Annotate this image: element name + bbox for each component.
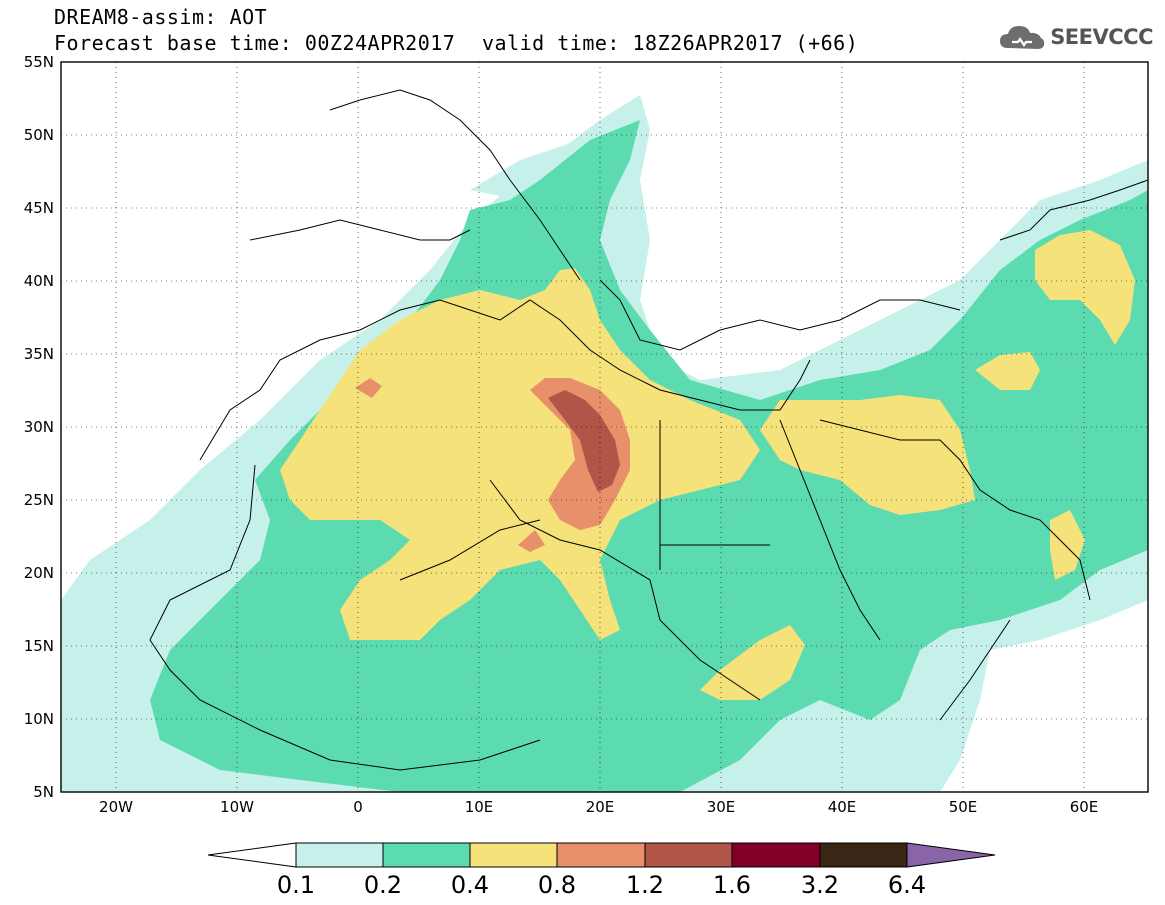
latitude-axis: 55N 50N 45N 40N 35N 30N 25N 20N 15N 10N … <box>24 53 54 801</box>
lon-label: 0 <box>353 798 363 816</box>
lat-label: 5N <box>33 783 54 801</box>
colorbar-label: 1.6 <box>713 871 751 899</box>
aot-field-1.2 <box>548 390 620 492</box>
colorbar-label: 1.2 <box>626 871 664 899</box>
longitude-axis: 20W 10W 0 10E 20E 30E 40E 50E 60E <box>99 798 1098 816</box>
graticule <box>61 62 1148 792</box>
lat-label: 20N <box>24 564 54 582</box>
lat-label: 30N <box>24 418 54 436</box>
colorbar-segment <box>731 842 821 868</box>
colorbar-label: 6.4 <box>888 871 926 899</box>
cloud-icon <box>1000 26 1045 49</box>
colorbar-labels: 0.1 0.2 0.4 0.8 1.2 1.6 3.2 6.4 <box>277 871 926 899</box>
logo-text: SEEVCCC <box>1050 25 1153 49</box>
valid-time: valid time: 18Z26APR2017 (+66) <box>482 31 859 55</box>
colorbar <box>207 842 996 868</box>
colorbar-segment <box>556 842 646 868</box>
colorbar-segment <box>469 842 558 868</box>
lat-label: 10N <box>24 710 54 728</box>
lat-label: 40N <box>24 272 54 290</box>
coastlines <box>149 89 1148 771</box>
aot-field-0.4-oman <box>1050 510 1085 580</box>
lon-label: 20W <box>99 798 133 816</box>
aot-field-0.4-sudan <box>700 625 805 700</box>
aot-field-0.4-iran <box>1035 230 1135 345</box>
lon-label: 60E <box>1070 798 1099 816</box>
map-fields <box>61 62 1148 792</box>
lat-label: 45N <box>24 199 54 217</box>
colorbar-label: 3.2 <box>801 871 839 899</box>
lat-label: 15N <box>24 637 54 655</box>
colorbar-low-arrow <box>207 842 297 868</box>
colorbar-label: 0.2 <box>364 871 402 899</box>
colorbar-segment <box>819 842 908 868</box>
aot-field-0.8-small2 <box>518 530 545 552</box>
forecast-base-time: Forecast base time: 00Z24APR2017 <box>54 31 456 55</box>
lon-label: 40E <box>828 798 857 816</box>
lat-label: 50N <box>24 126 54 144</box>
colorbar-label: 0.8 <box>538 871 576 899</box>
colorbar-segment <box>644 842 733 868</box>
colorbar-segment <box>295 842 384 868</box>
seevccc-logo: SEEVCCC <box>998 22 1153 52</box>
colorbar-label: 0.1 <box>277 871 315 899</box>
map-title: DREAM8-assim: AOT <box>54 5 268 29</box>
aot-field-0.8-small1 <box>355 378 382 398</box>
aot-field-0.4-sahara <box>280 268 760 640</box>
lat-label: 35N <box>24 345 54 363</box>
aot-field-0.4-iran-south <box>975 352 1040 390</box>
lon-label: 10E <box>465 798 494 816</box>
aot-field-0.8 <box>530 378 630 530</box>
lat-label: 25N <box>24 491 54 509</box>
lon-label: 10W <box>220 798 254 816</box>
lon-label: 50E <box>949 798 978 816</box>
colorbar-label: 0.4 <box>451 871 489 899</box>
lat-label: 55N <box>24 53 54 71</box>
lon-label: 30E <box>707 798 736 816</box>
colorbar-segment <box>382 842 471 868</box>
colorbar-high-arrow <box>906 842 996 868</box>
lon-label: 20E <box>586 798 615 816</box>
aot-field-0.4-arabia <box>760 395 975 515</box>
